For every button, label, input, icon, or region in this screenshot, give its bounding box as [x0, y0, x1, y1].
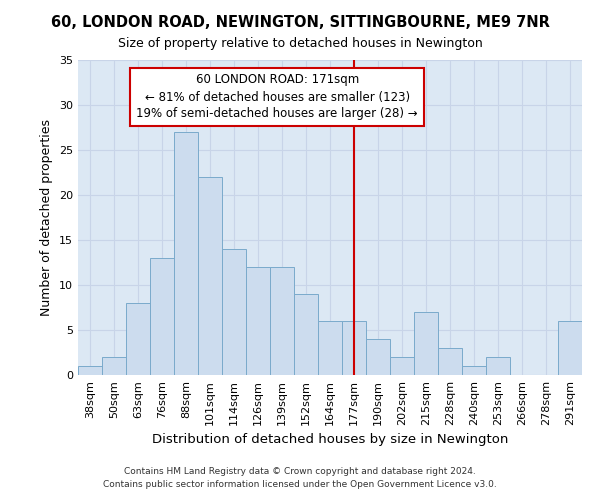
Bar [174, 132, 198, 375]
Bar [342, 321, 366, 375]
Bar [318, 321, 342, 375]
Bar [366, 339, 390, 375]
Bar [150, 258, 174, 375]
X-axis label: Distribution of detached houses by size in Newington: Distribution of detached houses by size … [152, 434, 508, 446]
Bar [78, 366, 102, 375]
Bar [414, 312, 438, 375]
Text: 60 LONDON ROAD: 171sqm
← 81% of detached houses are smaller (123)
19% of semi-de: 60 LONDON ROAD: 171sqm ← 81% of detached… [136, 74, 418, 120]
Bar [198, 177, 222, 375]
Bar [270, 267, 294, 375]
Text: 60, LONDON ROAD, NEWINGTON, SITTINGBOURNE, ME9 7NR: 60, LONDON ROAD, NEWINGTON, SITTINGBOURN… [50, 15, 550, 30]
Bar [294, 294, 318, 375]
Bar [102, 357, 126, 375]
Bar [486, 357, 510, 375]
Text: Size of property relative to detached houses in Newington: Size of property relative to detached ho… [118, 38, 482, 51]
Bar [222, 249, 246, 375]
Bar [462, 366, 486, 375]
Bar [390, 357, 414, 375]
Y-axis label: Number of detached properties: Number of detached properties [40, 119, 53, 316]
Bar [558, 321, 582, 375]
Bar [438, 348, 462, 375]
Bar [126, 303, 150, 375]
Bar [246, 267, 270, 375]
Text: Contains HM Land Registry data © Crown copyright and database right 2024.
Contai: Contains HM Land Registry data © Crown c… [103, 468, 497, 489]
